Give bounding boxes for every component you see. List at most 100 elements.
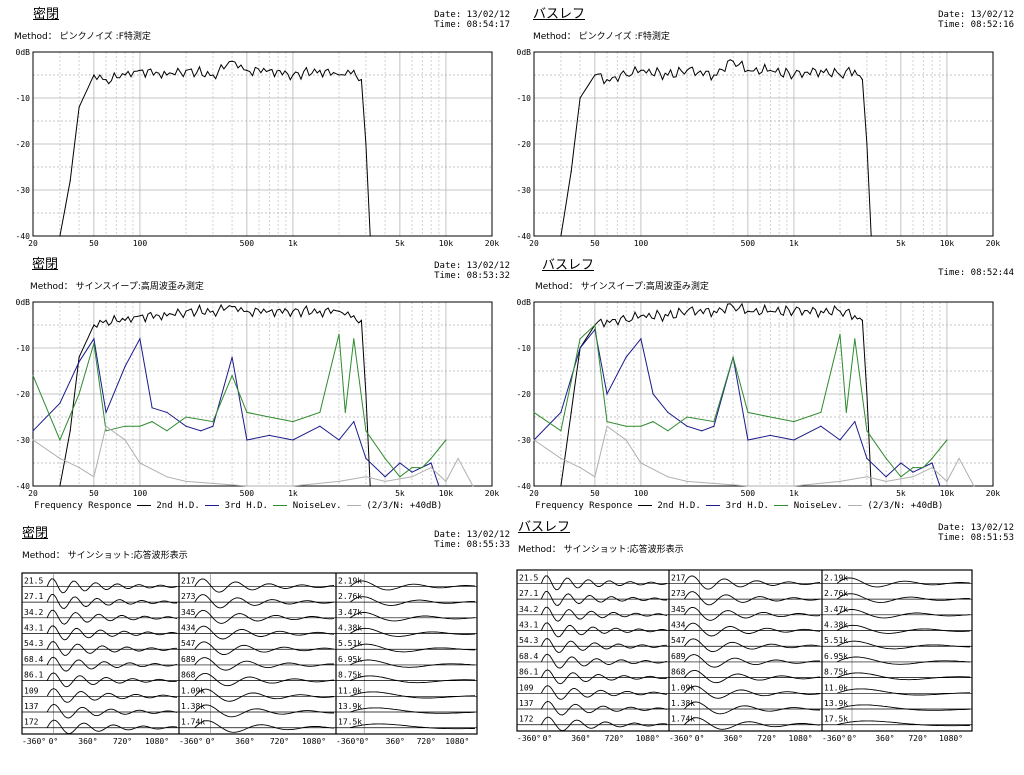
data-point — [246, 310, 248, 312]
data-point — [421, 467, 423, 469]
x-tick-label: 500 — [741, 489, 756, 498]
time-mr: Time: 08:52:44 — [938, 268, 1014, 278]
data-point — [839, 480, 841, 482]
data-point — [625, 439, 627, 441]
data-point — [769, 69, 771, 71]
data-point — [870, 235, 872, 237]
x-tick-label: 20k — [485, 489, 500, 498]
data-point — [946, 480, 948, 482]
y-tick-label: 0dB — [517, 298, 532, 307]
waveform — [349, 659, 476, 668]
legend-ml: Frequency Responce 2nd H.D. 3rd H.D. Noi… — [34, 501, 442, 511]
freq-label: 547 — [181, 639, 196, 648]
data-point — [939, 485, 941, 487]
data-point — [353, 69, 355, 71]
data-point — [430, 467, 432, 469]
y-tick-label: -40 — [16, 482, 31, 491]
waveform — [194, 704, 334, 718]
waveform — [46, 594, 178, 609]
data-point — [686, 69, 688, 71]
waveform — [540, 685, 668, 700]
data-point — [594, 74, 596, 76]
waveform — [836, 609, 971, 619]
panel-title-bl: 密閉 — [22, 526, 49, 541]
data-point — [93, 74, 95, 76]
x-tick-label: 10k — [940, 489, 955, 498]
time-br: Time: 08:51:53 — [938, 533, 1014, 543]
phase-label: 0° — [359, 737, 369, 746]
y-tick-label: -10 — [16, 94, 31, 103]
waveform — [349, 612, 476, 622]
data-point — [973, 485, 975, 487]
freq-label: 21.5 — [519, 573, 538, 582]
data-point — [839, 310, 841, 312]
freq-label: 172 — [519, 715, 534, 724]
waveform — [836, 656, 971, 665]
data-point — [231, 375, 233, 377]
waveform — [194, 609, 335, 624]
panel-title-br: バスレフ — [518, 520, 571, 535]
wave-bl: 21.5 27.1 34.2 43.1 54.3 68.4 86.1 109 137 172 -36… — [21, 572, 478, 746]
phase-label: 360° — [724, 734, 743, 743]
waveform — [194, 657, 335, 671]
freq-label: 172 — [24, 718, 39, 727]
x-tick-label: 20k — [485, 239, 500, 248]
data-point — [625, 425, 627, 427]
data-point — [579, 347, 581, 349]
data-point — [212, 74, 214, 76]
phase-label: 0° — [847, 734, 857, 743]
data-point — [885, 457, 887, 459]
waveform — [836, 640, 970, 650]
phase-label: -360° — [669, 734, 693, 743]
waveform — [46, 609, 178, 625]
freq-label: 21.5 — [24, 576, 43, 585]
method-tr: Method： ピンクノイズ :F特測定 — [533, 32, 670, 42]
data-point — [59, 457, 61, 459]
x-tick-label: 20 — [529, 489, 539, 498]
freq-label: 689 — [671, 652, 686, 661]
freq-label: 273 — [671, 589, 686, 598]
freq-label: 217 — [671, 573, 686, 582]
data-point — [854, 421, 856, 423]
data-point — [713, 421, 715, 423]
data-point — [430, 457, 432, 459]
data-point — [769, 416, 771, 418]
data-point — [212, 425, 214, 427]
data-point — [713, 310, 715, 312]
series-response — [59, 60, 371, 237]
data-point — [185, 416, 187, 418]
x-tick-label: 50 — [89, 239, 99, 248]
data-point — [713, 74, 715, 76]
data-point — [747, 411, 749, 413]
data-point — [185, 310, 187, 312]
data-point — [625, 74, 627, 76]
data-point — [839, 333, 841, 335]
y-tick-label: -20 — [16, 390, 31, 399]
waveform — [683, 575, 821, 590]
y-tick-label: -30 — [16, 186, 31, 195]
x-tick-label: 50 — [590, 239, 600, 248]
data-point — [78, 467, 80, 469]
freq-label: 27.1 — [519, 589, 538, 598]
data-point — [319, 310, 321, 312]
data-point — [640, 425, 642, 427]
y-tick-label: -40 — [517, 482, 532, 491]
phase-label: 360° — [875, 734, 894, 743]
data-point — [124, 365, 126, 367]
data-point — [854, 69, 856, 71]
data-point — [59, 485, 61, 487]
data-point — [854, 338, 856, 340]
data-point — [185, 69, 187, 71]
freq-label: 2.76k — [824, 589, 848, 598]
data-point — [338, 439, 340, 441]
freq-label: 3.47k — [338, 608, 362, 617]
freq-label: 1.09k — [181, 686, 205, 695]
data-point — [411, 467, 413, 469]
legend-h2-label: 2nd H.D. — [657, 501, 701, 511]
data-point — [292, 421, 294, 423]
x-tick-label: 5k — [395, 239, 405, 248]
freq-label: 13.9k — [824, 699, 848, 708]
freq-label: 11.0k — [824, 683, 848, 692]
data-point — [560, 430, 562, 432]
